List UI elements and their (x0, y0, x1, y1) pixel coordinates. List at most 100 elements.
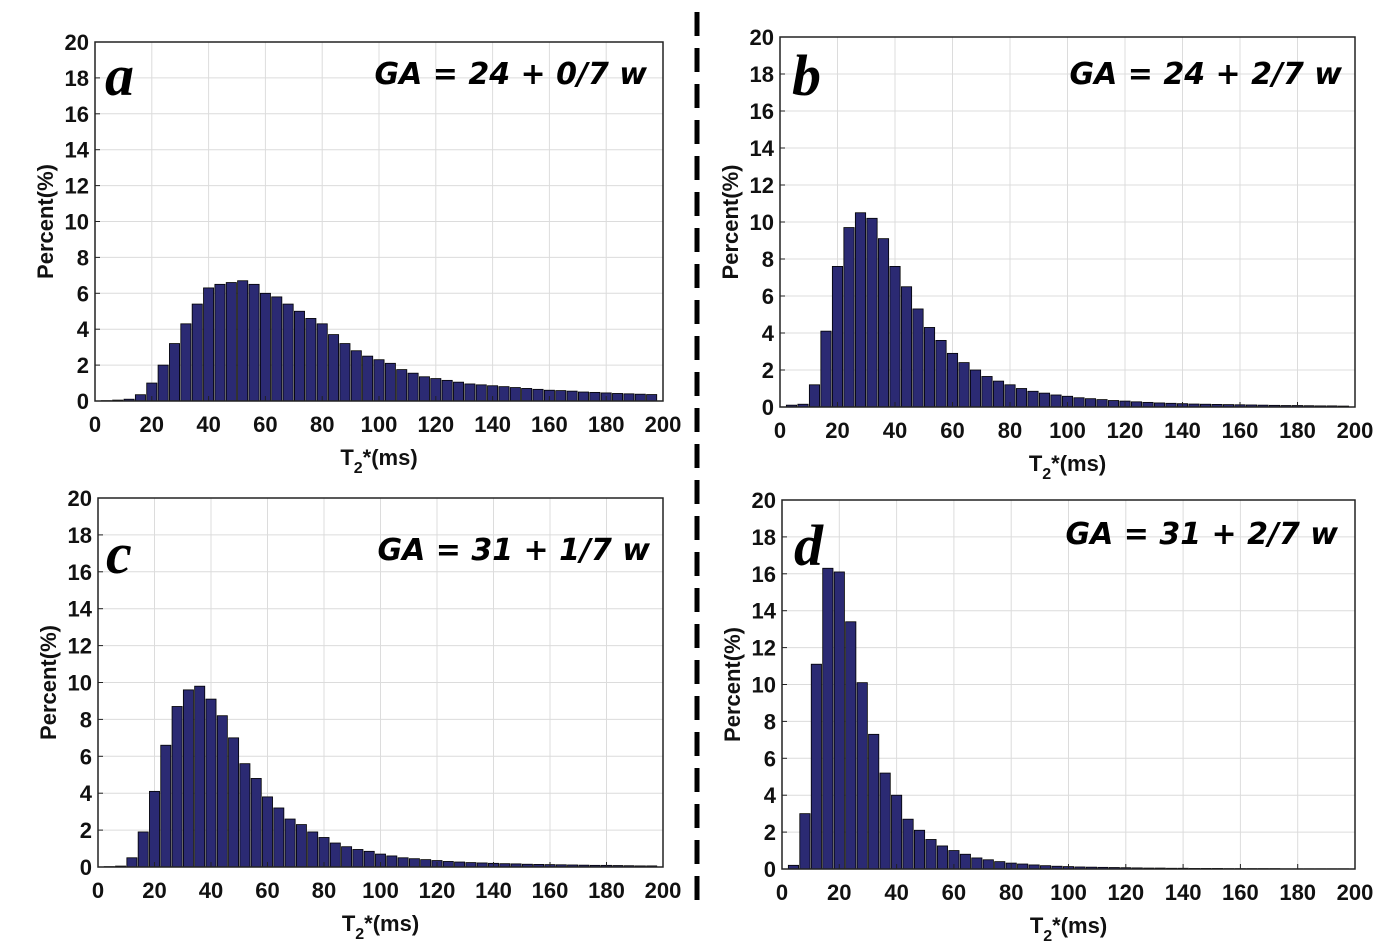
y-tick-label: 18 (68, 523, 92, 548)
histogram-bar (958, 362, 970, 408)
x-tick-label: 80 (310, 412, 334, 437)
histogram-bar (169, 343, 181, 402)
x-axis-label: T2*(ms) (342, 911, 419, 943)
x-tick-label: 180 (588, 412, 625, 437)
y-tick-label: 0 (77, 389, 89, 414)
histogram-bar (936, 845, 948, 870)
histogram-bar (994, 861, 1006, 870)
histogram-bar (137, 831, 149, 868)
histogram-bar (969, 369, 982, 408)
histogram-bar (307, 831, 319, 868)
histogram-bar (923, 327, 936, 408)
y-tick-label: 20 (750, 25, 774, 50)
histogram-bar (866, 217, 878, 408)
histogram-bar (225, 282, 237, 402)
y-tick-label: 2 (80, 818, 92, 843)
y-tick-label: 14 (752, 599, 777, 624)
y-tick-label: 12 (752, 636, 776, 661)
histogram-bar (293, 310, 305, 402)
x-tick-label: 200 (645, 878, 682, 903)
y-tick-label: 20 (65, 30, 89, 55)
y-tick-label: 6 (77, 281, 89, 306)
x-tick-label: 80 (998, 418, 1022, 443)
histogram-bar (262, 796, 273, 868)
histogram-bar (384, 362, 396, 402)
histogram-bar (350, 350, 362, 402)
histogram-bar (305, 318, 317, 402)
y-tick-label: 16 (752, 562, 776, 587)
x-tick-label: 140 (1165, 880, 1202, 905)
x-axis-label: T2*(ms) (340, 445, 417, 477)
histogram-bar (228, 737, 240, 868)
y-tick-label: 0 (764, 857, 776, 882)
x-tick-label: 0 (774, 418, 786, 443)
x-tick-label: 80 (312, 878, 336, 903)
histogram-bar (810, 663, 822, 870)
x-tick-label: 180 (1279, 880, 1316, 905)
histogram-bar (612, 393, 624, 402)
histogram-bar (498, 386, 510, 402)
panel-letter: d (794, 513, 824, 578)
histogram-bar (891, 794, 903, 870)
histogram-bar (157, 364, 169, 402)
x-tick-label: 100 (361, 412, 398, 437)
gestational-age-annotation: GA = 31 + 1/7 w (377, 533, 650, 568)
histogram-bar (902, 818, 914, 870)
x-tick-label: 60 (942, 880, 966, 905)
histogram-bar (833, 571, 845, 870)
histogram-bar (555, 390, 567, 402)
y-tick-label: 16 (750, 99, 774, 124)
y-tick-label: 10 (752, 673, 776, 698)
x-tick-label: 0 (89, 412, 101, 437)
histogram-bar (316, 323, 328, 402)
histogram-bar (845, 621, 857, 870)
y-tick-label: 8 (77, 245, 89, 270)
histogram-bar (808, 384, 821, 408)
x-tick-label: 20 (140, 412, 164, 437)
y-tick-label: 12 (65, 174, 89, 199)
x-tick-label: 100 (362, 878, 399, 903)
histogram-bar (822, 567, 834, 870)
y-tick-label: 16 (65, 102, 89, 127)
y-tick-label: 10 (750, 210, 774, 235)
histogram-bar (532, 388, 544, 402)
histogram-bar (250, 778, 262, 868)
x-tick-label: 60 (253, 412, 277, 437)
y-axis-label: Percent(%) (720, 627, 745, 742)
histogram-bar (1096, 399, 1108, 408)
y-tick-label: 20 (68, 486, 92, 511)
histogram-bar (566, 390, 578, 402)
histogram-bar (1027, 390, 1039, 408)
y-tick-label: 10 (65, 210, 89, 235)
histogram-bar (126, 857, 138, 868)
x-tick-label: 140 (1164, 418, 1201, 443)
histogram-bar (879, 772, 891, 870)
histogram-bar (259, 292, 271, 402)
histogram-bar (194, 685, 206, 868)
x-axis-label: T2*(ms) (1029, 451, 1106, 483)
x-tick-label: 160 (532, 878, 569, 903)
y-tick-label: 14 (750, 136, 775, 161)
histogram-bar (442, 861, 454, 868)
y-tick-label: 16 (68, 560, 92, 585)
histogram-bar (1015, 388, 1028, 408)
y-axis-label: Percent(%) (33, 164, 58, 279)
histogram-bar (509, 387, 521, 402)
x-tick-label: 120 (1107, 880, 1144, 905)
histogram-bar (946, 352, 959, 408)
y-tick-label: 12 (750, 173, 774, 198)
y-tick-label: 0 (762, 395, 774, 420)
histogram-bar (900, 286, 913, 408)
y-tick-label: 6 (762, 284, 774, 309)
histogram-bar (935, 339, 947, 408)
x-tick-label: 0 (92, 878, 104, 903)
histogram-bar (464, 383, 476, 402)
histogram-bar (912, 308, 924, 408)
histogram-bar (623, 393, 635, 402)
histogram-bar (418, 376, 430, 402)
x-tick-label: 20 (827, 880, 851, 905)
y-tick-label: 4 (764, 783, 777, 808)
x-tick-label: 100 (1049, 418, 1086, 443)
histogram-bar (854, 212, 867, 408)
